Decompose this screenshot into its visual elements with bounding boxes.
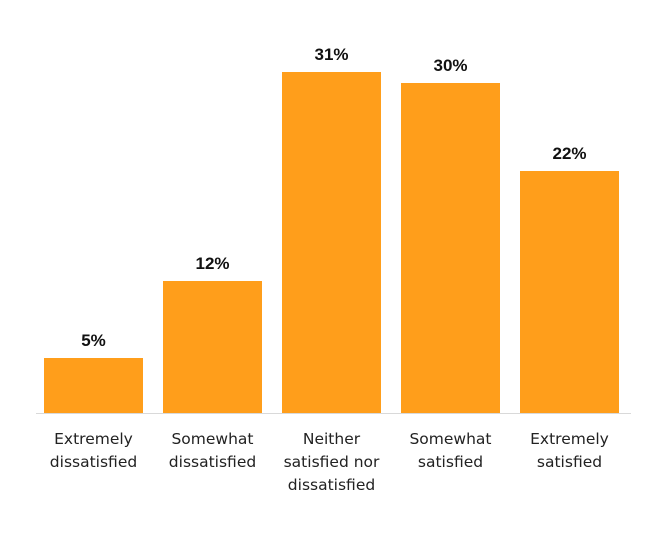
- category-label-line: dissatisfied: [288, 476, 375, 494]
- category-label-1: Extremely dissatisfied: [50, 430, 137, 471]
- category-label-3: Neither satisfied nor dissatisfied: [284, 430, 380, 494]
- category-label-line: satisfied: [537, 453, 602, 471]
- category-label-5: Extremely satisfied: [530, 430, 609, 471]
- data-label-3: 31%: [314, 45, 348, 64]
- data-label-1: 5%: [81, 331, 106, 350]
- bar-2: [163, 281, 262, 413]
- category-label-line: dissatisfied: [50, 453, 137, 471]
- category-label-4: Somewhat satisfied: [409, 430, 491, 471]
- bar-1: [44, 358, 143, 413]
- category-label-line: satisfied nor: [284, 453, 380, 471]
- category-label-line: Somewhat: [171, 430, 253, 448]
- data-label-5: 22%: [552, 144, 586, 163]
- bar-4: [401, 83, 500, 413]
- data-label-2: 12%: [195, 254, 229, 273]
- category-label-line: Neither: [303, 430, 361, 448]
- category-label-line: dissatisfied: [169, 453, 256, 471]
- bars-group: [44, 72, 619, 413]
- category-labels-group: Extremely dissatisfied Somewhat dissatisfie…: [50, 430, 609, 494]
- category-label-line: satisfied: [418, 453, 483, 471]
- category-label-line: Extremely: [54, 430, 133, 448]
- category-label-2: Somewhat dissatisfied: [169, 430, 256, 471]
- category-label-line: Somewhat: [409, 430, 491, 448]
- value-labels-group: 5% 12% 31% 30% 22%: [81, 45, 586, 350]
- data-label-4: 30%: [433, 56, 467, 75]
- bar-5: [520, 171, 619, 413]
- bar-3: [282, 72, 381, 413]
- category-label-line: Extremely: [530, 430, 609, 448]
